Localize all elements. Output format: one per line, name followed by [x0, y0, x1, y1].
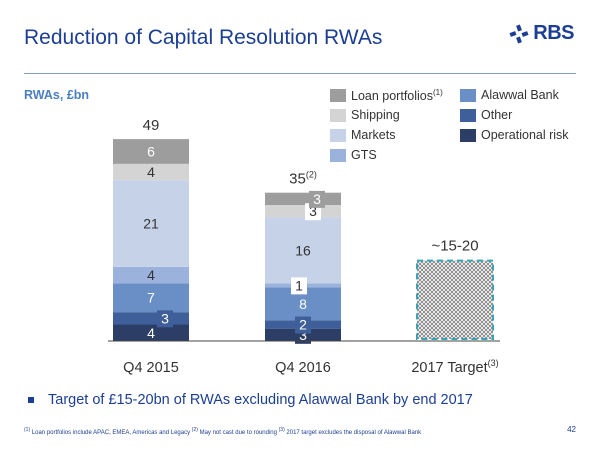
data-label: 3: [161, 310, 169, 326]
data-label-bg: [157, 310, 173, 328]
legend-swatch: [330, 108, 346, 122]
legend-swatch: [330, 148, 346, 162]
data-label: 21: [143, 216, 159, 232]
legend-item-operational-risk: Operational risk: [460, 128, 569, 142]
footnote-text: May not cast due to rounding: [197, 430, 279, 436]
legend-label: Loan portfolios(1): [351, 88, 443, 104]
bar-segment-markets: [113, 180, 189, 267]
bar-segment-markets: [265, 217, 341, 284]
bullet-text: Target of £15-20bn of RWAs excluding Ala…: [48, 392, 473, 408]
data-label: 4: [147, 164, 155, 180]
bar-segment-loan-portfolios: [113, 139, 189, 164]
data-label: 7: [147, 290, 155, 306]
daisy-wheel-icon: [509, 23, 529, 44]
category-label: 2017 Target(3): [411, 358, 498, 376]
bullet-point: Target of £15-20bn of RWAs excluding Ala…: [24, 392, 473, 408]
legend-swatch: [330, 89, 346, 103]
footnote-mark: (3): [278, 427, 285, 433]
footnote-text: Loan portfolios include APAC, EMEA, Amer…: [30, 430, 192, 436]
target-range-bar: [416, 259, 494, 341]
data-label: 8: [299, 296, 307, 312]
category-label: Q4 2016: [275, 360, 331, 376]
data-label-bg: [291, 277, 307, 295]
legend-label: Alawwal Bank: [481, 88, 559, 102]
bar-segment-alawwal-bank: [113, 283, 189, 313]
bar-segment-shipping: [113, 163, 189, 181]
legend-label: GTS: [351, 148, 377, 162]
footnote-text: 2017 target excludes the disposal of Ala…: [284, 430, 422, 436]
data-label: 2: [299, 317, 307, 333]
legend-item-shipping: Shipping: [330, 108, 400, 122]
footnote-mark: (1): [24, 427, 31, 433]
category-label: Q4 2015: [123, 360, 179, 376]
page-number: 42: [567, 425, 576, 434]
data-label: 3: [313, 191, 321, 207]
target-label: ~15-20: [431, 238, 478, 255]
data-label-bg: [295, 316, 311, 334]
legend-label: Markets: [351, 128, 396, 142]
legend-item-markets: Markets: [330, 128, 395, 142]
data-label: 1: [295, 277, 303, 293]
data-label: 6: [147, 143, 155, 159]
page-title: Reduction of Capital Resolution RWAs: [24, 26, 383, 49]
legend-label: Other: [481, 108, 513, 122]
title-divider: [24, 73, 576, 74]
footnotes: (1) Loan portfolios include APAC, EMEA, …: [24, 427, 421, 436]
legend-swatch: [330, 128, 346, 142]
data-label: 3: [309, 203, 317, 219]
legend-swatch: [460, 128, 476, 142]
legend-label: Shipping: [351, 108, 400, 122]
legend-item-gts: GTS: [330, 148, 377, 162]
footnote-mark: (2): [191, 427, 198, 433]
total-label: 49: [143, 117, 160, 134]
rbs-logo: RBS: [509, 22, 574, 45]
legend-swatch: [460, 108, 476, 122]
units-label: RWAs, £bn: [24, 88, 90, 102]
data-label: 3: [299, 327, 307, 343]
legend-item-alawwal-bank: Alawwal Bank: [460, 88, 559, 102]
total-label: 35(2): [289, 170, 317, 188]
legend-swatch: [460, 88, 476, 102]
bar-segment-shipping: [265, 205, 341, 218]
bar-segment-operational-risk: [113, 324, 189, 341]
legend-item-other: Other: [460, 108, 512, 122]
data-label: 4: [147, 325, 155, 341]
bar-segment-gts: [113, 266, 189, 284]
bullet-square-icon: [28, 397, 34, 403]
data-label: 4: [147, 267, 155, 283]
data-label-bg: [309, 190, 325, 208]
legend-label: Operational risk: [481, 128, 569, 142]
bar-segment-other: [113, 312, 189, 325]
legend-item-loan-portfolios: Loan portfolios(1): [330, 88, 443, 103]
bar-segment-loan-portfolios: [265, 192, 341, 206]
data-label: 16: [295, 242, 311, 258]
logo-text: RBS: [533, 22, 574, 44]
